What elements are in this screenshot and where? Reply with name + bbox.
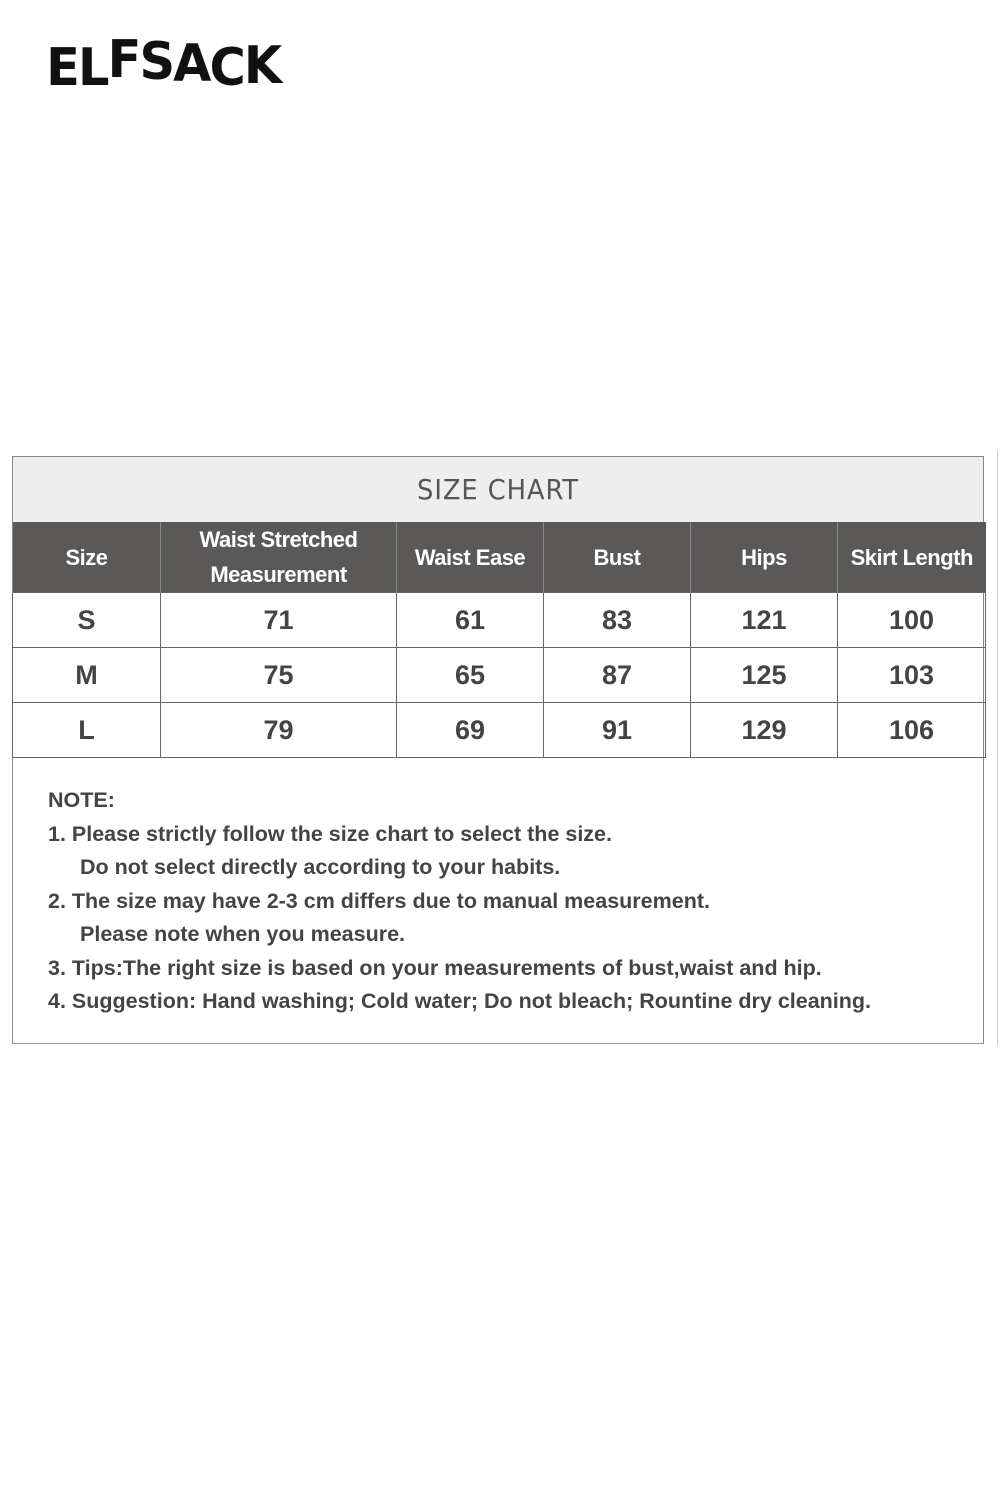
- note-line: Please note when you measure.: [80, 922, 406, 946]
- cell: 83: [543, 592, 691, 648]
- note-line: 3. Tips:The right size is based on your …: [48, 955, 822, 980]
- brand-logo: ELFSACK: [46, 30, 282, 98]
- cell: 79: [160, 702, 397, 758]
- cell: 125: [690, 647, 838, 703]
- note-line: 2. The size may have 2-3 cm differs due …: [48, 888, 710, 913]
- column-header: Waist Stretched Measurement: [160, 522, 397, 593]
- cell: 91: [543, 702, 691, 758]
- notes-heading: NOTE:: [48, 788, 115, 812]
- cell: 75: [160, 647, 397, 703]
- table-row: M 75 65 87 125 103: [12, 647, 986, 703]
- cell: 69: [396, 702, 544, 758]
- column-header: Bust: [543, 522, 691, 593]
- column-header: Skirt Length: [837, 522, 986, 593]
- cell: 100: [837, 592, 986, 648]
- notes: NOTE: 1. Please strictly follow the size…: [13, 758, 983, 1019]
- cell: 106: [837, 702, 986, 758]
- table-row: L 79 69 91 129 106: [12, 702, 986, 758]
- cell: 129: [690, 702, 838, 758]
- cell: S: [12, 592, 161, 648]
- size-table: Size Waist Stretched Measurement Waist E…: [12, 522, 986, 758]
- cell: 71: [160, 592, 397, 648]
- header-row: Size Waist Stretched Measurement Waist E…: [12, 522, 986, 593]
- column-header: Waist Ease: [396, 522, 544, 593]
- cell: 87: [543, 647, 691, 703]
- column-header: Hips: [690, 522, 838, 593]
- divider: [997, 450, 998, 1046]
- chart-title: SIZE CHART: [13, 457, 983, 522]
- cell: 61: [396, 592, 544, 648]
- cell: M: [12, 647, 161, 703]
- size-chart: SIZE CHART Size Waist Stretched Measurem…: [12, 456, 986, 1044]
- cell: 121: [690, 592, 838, 648]
- note-line: Do not select directly according to your…: [80, 855, 561, 879]
- cell: L: [12, 702, 161, 758]
- column-header: Size: [12, 522, 161, 593]
- table-row: S 71 61 83 121 100: [12, 592, 986, 648]
- note-line: 4. Suggestion: Hand washing; Cold water;…: [48, 989, 872, 1013]
- cell: 103: [837, 647, 986, 703]
- note-line: 1. Please strictly follow the size chart…: [48, 821, 612, 846]
- cell: 65: [396, 647, 544, 703]
